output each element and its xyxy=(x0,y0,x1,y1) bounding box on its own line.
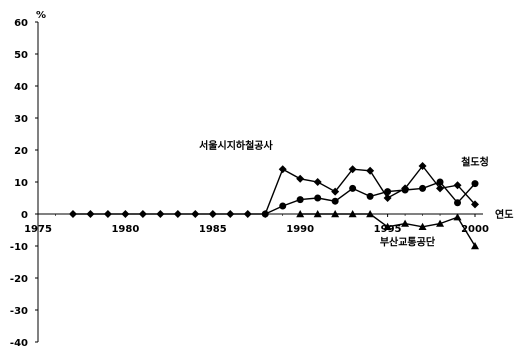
y-tick-label: -30 xyxy=(10,306,28,317)
data-point-triangle xyxy=(401,219,410,227)
data-point-circle xyxy=(471,180,479,188)
y-tick-label: 20 xyxy=(14,146,28,157)
y-tick-label: -20 xyxy=(10,274,28,285)
y-tick-label: -40 xyxy=(10,338,28,349)
data-point-circle xyxy=(384,188,392,196)
data-point-triangle xyxy=(331,210,340,218)
y-tick-label: 0 xyxy=(21,210,28,221)
y-tick-label: 30 xyxy=(14,114,28,125)
data-point-circle xyxy=(261,210,269,218)
series-3 xyxy=(296,210,479,250)
data-point-diamond xyxy=(121,210,130,218)
data-point-circle xyxy=(366,192,374,200)
x-tick-label: 1975 xyxy=(24,224,52,235)
data-point-diamond xyxy=(191,210,200,218)
series-layer xyxy=(68,162,479,250)
data-point-triangle xyxy=(383,222,392,230)
data-point-circle xyxy=(436,178,444,186)
data-point-diamond xyxy=(331,187,340,196)
data-point-diamond xyxy=(471,200,479,209)
data-point-diamond xyxy=(208,210,217,218)
data-point-triangle xyxy=(313,210,322,218)
data-point-diamond xyxy=(173,210,182,218)
x-tick-label: 1980 xyxy=(111,224,139,235)
series-annotation: 서울시지하철공사 xyxy=(199,139,273,152)
x-tick-label: 1990 xyxy=(286,224,314,235)
data-point-diamond xyxy=(243,210,252,218)
data-point-diamond xyxy=(103,210,112,218)
data-point-triangle xyxy=(471,242,479,250)
y-tick-label: 60 xyxy=(14,18,28,29)
series-annotation: 부산교통공단 xyxy=(380,236,436,249)
y-axis-unit-label: % xyxy=(36,10,46,21)
data-point-diamond xyxy=(313,178,322,186)
data-point-diamond xyxy=(383,194,392,202)
data-point-diamond xyxy=(156,210,165,218)
data-point-diamond xyxy=(296,174,305,183)
data-point-triangle xyxy=(348,210,357,218)
data-point-triangle xyxy=(418,222,427,230)
data-point-diamond xyxy=(348,165,357,174)
series-line xyxy=(72,164,476,215)
data-point-circle xyxy=(419,184,427,192)
data-point-diamond xyxy=(453,181,462,190)
data-point-diamond xyxy=(86,210,95,218)
y-tick-label: 10 xyxy=(14,178,28,189)
axes-layer: 60 50 40 30 20 10 0 -10 -20 -30 -40 1975 1980 1985 199… xyxy=(10,18,489,349)
data-point-circle xyxy=(279,202,287,210)
data-point-diamond xyxy=(68,210,77,218)
data-point-diamond xyxy=(418,162,427,170)
series-annotation: 철도청 xyxy=(461,156,489,169)
data-point-diamond xyxy=(278,165,287,174)
data-point-circle xyxy=(454,199,462,207)
data-point-diamond xyxy=(226,210,235,218)
x-tick-label: 1985 xyxy=(199,224,227,235)
data-point-diamond xyxy=(366,166,375,175)
x-axis-label: 연도 xyxy=(495,208,513,221)
data-point-diamond xyxy=(138,210,147,218)
y-tick-label: -10 xyxy=(10,242,28,253)
x-tick-label: 2000 xyxy=(461,224,489,235)
y-tick-label: 50 xyxy=(14,50,28,61)
data-point-circle xyxy=(331,197,339,205)
y-tick-label: 40 xyxy=(14,82,28,93)
data-point-triangle xyxy=(366,210,375,218)
data-point-circle xyxy=(349,184,357,192)
data-point-triangle xyxy=(453,213,462,221)
data-point-triangle xyxy=(296,210,305,218)
data-point-circle xyxy=(401,186,409,194)
data-point-diamond xyxy=(436,184,445,193)
series-2 xyxy=(261,178,479,218)
data-point-triangle xyxy=(436,219,445,227)
data-point-circle xyxy=(314,194,322,202)
data-point-circle xyxy=(296,196,304,204)
